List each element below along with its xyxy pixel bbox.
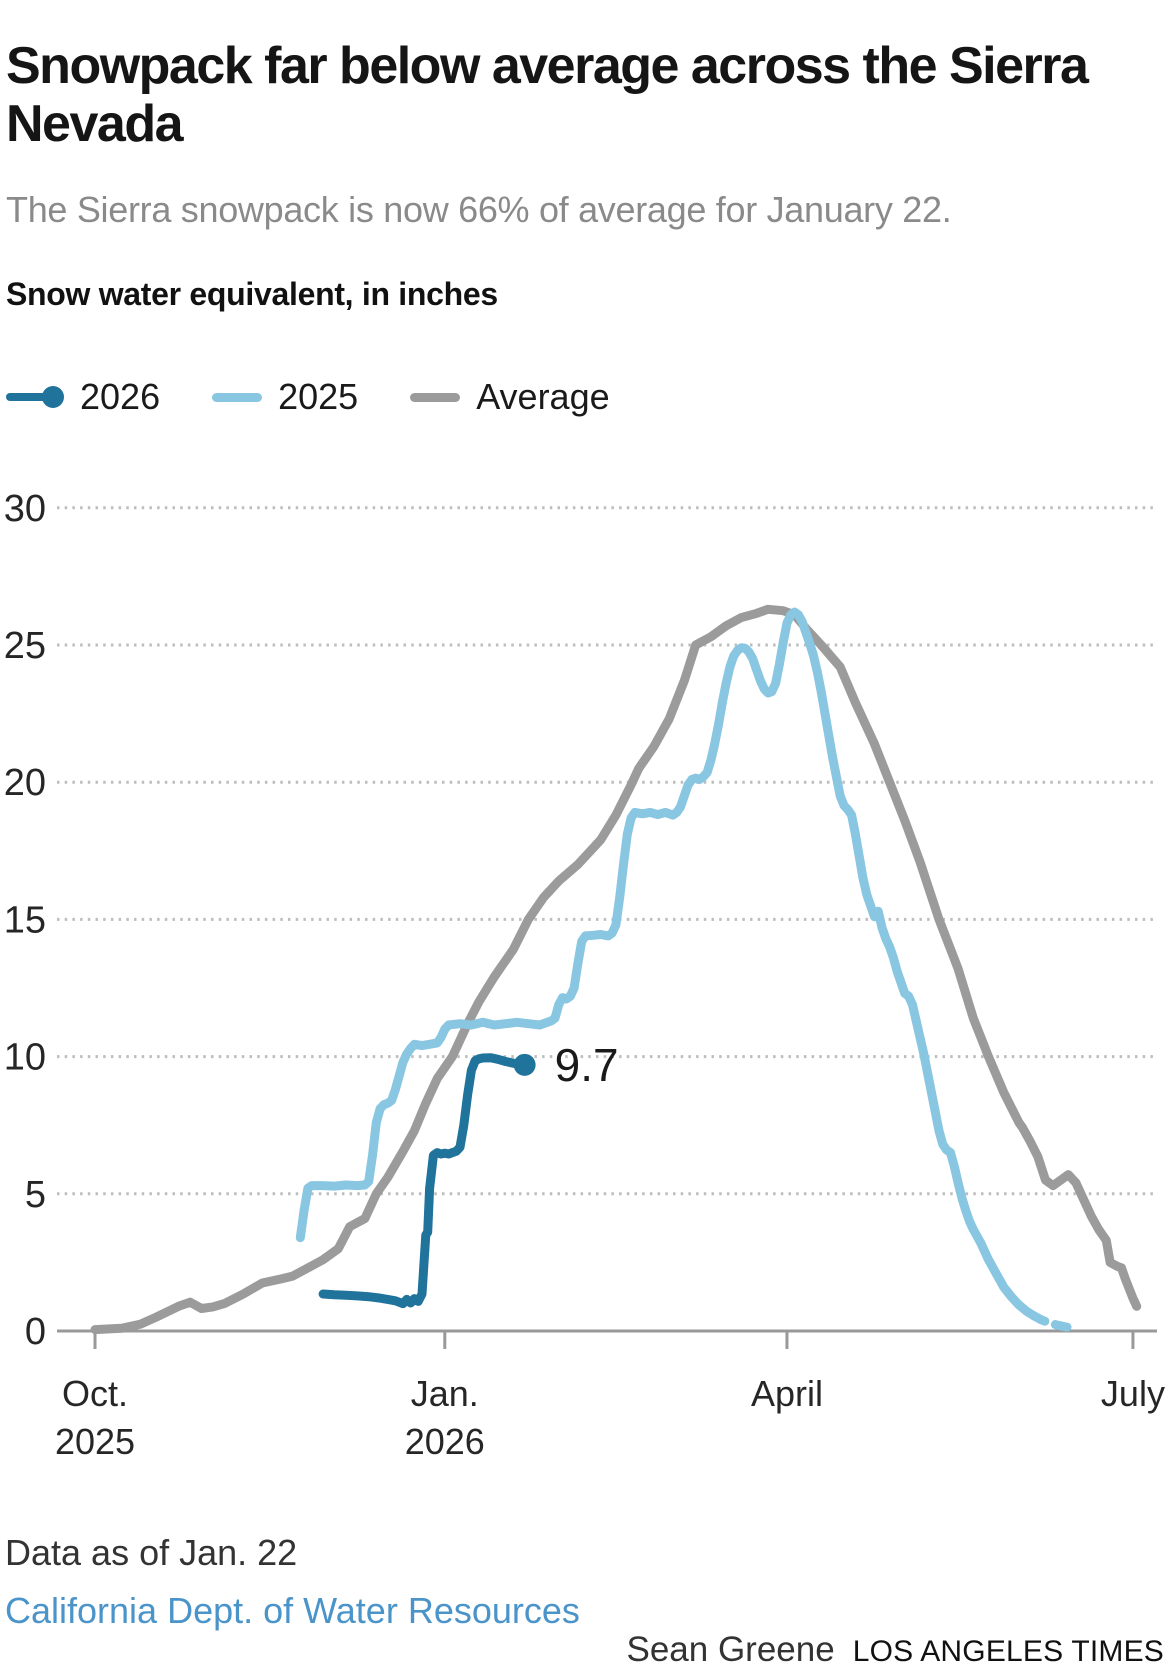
legend-label-average: Average <box>476 376 610 417</box>
page-title: Snowpack far below average across the Si… <box>6 36 1089 154</box>
source-link[interactable]: California Dept. of Water Resources <box>5 1590 580 1631</box>
y-axis-label-20: 20 <box>4 762 46 804</box>
x-axis-sublabel: 2025 <box>55 1421 135 1462</box>
chart-subtitle: The Sierra snowpack is now 66% of averag… <box>6 189 952 230</box>
x-axis-label: Jan. <box>411 1373 479 1414</box>
data-as-of-note: Data as of Jan. 22 <box>5 1532 298 1573</box>
x-axis-sublabel: 2026 <box>405 1421 485 1462</box>
legend-item-2025: 2025 <box>212 376 358 418</box>
series-line-average <box>90 604 1142 1335</box>
legend-line-2025-icon <box>212 392 263 402</box>
y-axis-label-10: 10 <box>4 1037 46 1079</box>
byline: Sean Greene LOS ANGELES TIMES <box>626 1630 1164 1670</box>
chart-legend: 2026 2025 Average <box>6 376 610 418</box>
legend-line-2026 <box>6 393 50 401</box>
series-line-2026 <box>318 1053 530 1309</box>
y-axis-label-15: 15 <box>4 899 46 941</box>
series-end-dot-2026 <box>513 1053 536 1076</box>
line-with-dot-icon <box>6 385 64 409</box>
x-axis-label: Oct. <box>62 1373 128 1414</box>
series-line-2025 <box>295 607 1039 1321</box>
publication-credit: LOS ANGELES TIMES <box>852 1635 1164 1668</box>
legend-dot-2026 <box>42 386 64 408</box>
y-axis-label-25: 25 <box>4 625 46 667</box>
legend-label-2026: 2026 <box>80 376 161 417</box>
series-line-2025-dashed-tail <box>1029 1311 1073 1332</box>
x-axis-label: April <box>751 1373 823 1414</box>
legend-item-average: Average <box>410 376 610 418</box>
author-name: Sean Greene <box>626 1630 835 1669</box>
y-axis-label-5: 5 <box>25 1174 46 1216</box>
x-axis-label: July <box>1101 1373 1165 1414</box>
latest-value-annotation: 9.7 <box>555 1039 619 1091</box>
legend-label-2025: 2025 <box>278 376 359 417</box>
y-axis-title: Snow water equivalent, in inches <box>6 276 498 312</box>
y-axis-label-30: 30 <box>4 488 46 530</box>
legend-line-average-icon <box>410 392 461 402</box>
legend-item-2026: 2026 <box>6 376 160 418</box>
y-axis-label-0: 0 <box>25 1311 46 1353</box>
